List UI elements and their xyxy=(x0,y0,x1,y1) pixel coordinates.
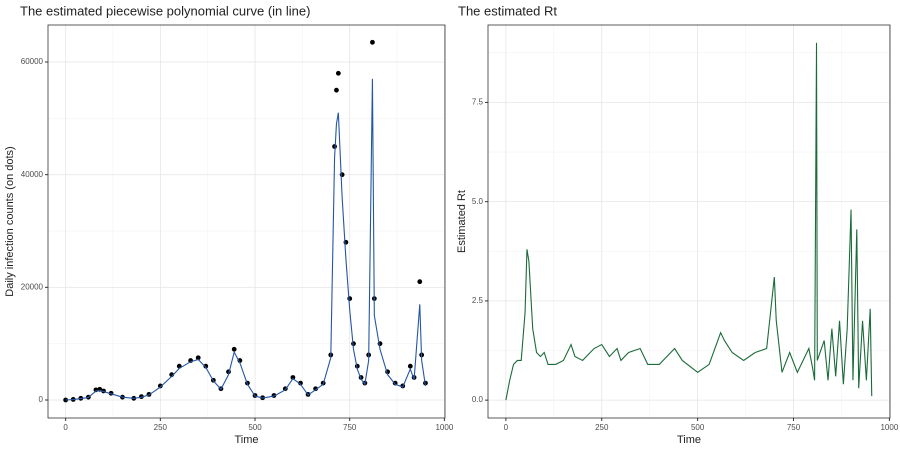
y-axis-label: Estimated Rt xyxy=(456,190,468,253)
plot-border xyxy=(487,24,891,419)
plot-border xyxy=(47,24,446,419)
x-tick-label: 750 xyxy=(343,423,357,432)
data-point xyxy=(290,375,296,380)
data-point xyxy=(370,39,375,45)
data-point xyxy=(203,363,209,369)
data-point xyxy=(63,397,69,403)
chart-title: The estimated piecewise polynomial curve… xyxy=(20,3,310,18)
x-tick-label: 1000 xyxy=(435,423,453,432)
data-line xyxy=(65,78,427,401)
x-axis-label: Time xyxy=(677,434,701,446)
y-tick-label: 60000 xyxy=(21,57,44,66)
data-point xyxy=(347,296,353,302)
data-point xyxy=(237,358,243,363)
data-point xyxy=(157,383,163,389)
x-tick-label: 500 xyxy=(248,423,262,432)
data-point xyxy=(335,70,341,76)
x-tick-label: 0 xyxy=(504,423,509,432)
x-axis-label: Time xyxy=(234,434,258,446)
data-point xyxy=(339,172,345,178)
plot-background xyxy=(48,25,445,418)
x-tick-label: 500 xyxy=(691,423,705,432)
x-tick-label: 1000 xyxy=(880,423,898,432)
data-point xyxy=(231,346,237,352)
y-tick-label: 2.5 xyxy=(472,296,484,305)
data-point xyxy=(407,363,413,369)
chart-title: The estimated Rt xyxy=(458,3,557,18)
y-tick-label: 5.0 xyxy=(472,197,484,206)
data-point xyxy=(334,87,339,93)
data-point xyxy=(417,279,423,285)
y-axis-label: Daily infection counts (on dots) xyxy=(4,146,16,296)
panel: 0 250 500 750 1000 0.0 2.5 5.0 7.5 The estimated … xyxy=(456,3,899,445)
data-point xyxy=(195,355,201,361)
plot-background xyxy=(488,25,890,418)
panel: 0 250 500 750 1000 0 20000 40000 60000 The estima… xyxy=(4,3,454,445)
data-line xyxy=(505,42,873,401)
y-tick-label: 0.0 xyxy=(472,395,484,404)
x-tick-label: 250 xyxy=(595,423,609,432)
x-tick-label: 0 xyxy=(63,423,68,432)
y-tick-label: 0 xyxy=(39,395,44,404)
y-tick-label: 40000 xyxy=(21,170,44,179)
x-tick-label: 250 xyxy=(154,423,168,432)
y-tick-label: 7.5 xyxy=(472,98,484,107)
data-point xyxy=(313,386,319,392)
x-tick-label: 750 xyxy=(787,423,801,432)
y-tick-label: 20000 xyxy=(21,282,44,291)
data-point xyxy=(298,380,303,386)
